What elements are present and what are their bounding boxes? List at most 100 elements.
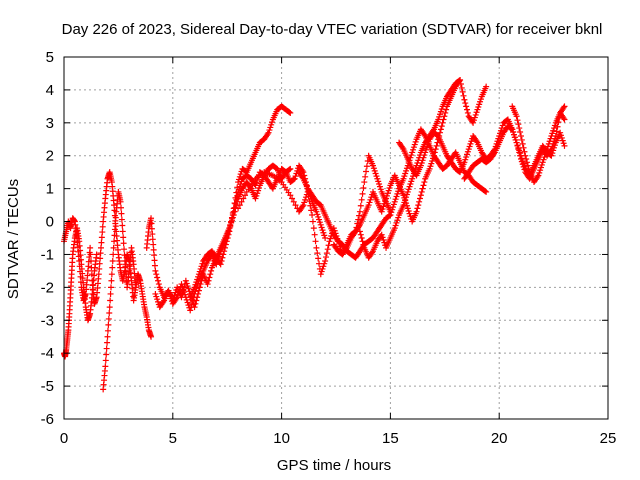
data-point [418,159,425,166]
data-point [499,122,506,129]
data-point [410,144,417,151]
y-tick-label: -3 [41,312,54,329]
data-point [368,194,375,201]
data-point [511,134,518,141]
chart-title: Day 226 of 2023, Sidereal Day-to-day VTE… [62,21,603,38]
data-point [148,225,155,232]
data-point [536,169,543,176]
data-point [391,225,398,232]
data-point [382,198,389,205]
data-point [422,149,429,156]
data-point [111,226,118,233]
data-point [401,173,408,180]
data-point [360,184,367,191]
data-point [97,250,104,257]
data-point [87,251,94,258]
data-point [252,195,259,202]
data-point [483,83,490,90]
data-point [560,115,567,122]
data-point [416,195,423,202]
data-point [508,125,515,132]
data-point [367,196,374,203]
x-tick-label: 25 [600,430,617,447]
data-point [513,139,520,146]
data-point [165,287,172,294]
data-point [392,222,399,229]
data-point [416,198,423,205]
data-point [148,220,155,227]
data-point [435,116,442,123]
data-point [517,132,524,139]
data-point [181,291,188,298]
data-point [121,246,128,253]
data-point [463,103,470,110]
data-point [407,154,414,161]
data-point [98,239,105,246]
data-point [234,192,241,199]
data-point [461,159,468,166]
data-point [182,277,189,284]
data-point [93,251,100,258]
data-point [318,268,325,275]
data-point [541,154,548,161]
data-point [117,198,124,205]
data-point [104,333,111,340]
data-point [430,152,437,159]
data-point [110,251,117,258]
data-point [111,238,118,245]
data-point [192,281,199,288]
data-point [403,202,410,209]
data-point [292,202,299,209]
data-point [392,196,399,203]
data-point [443,106,450,113]
data-point [400,175,407,182]
data-point [238,178,245,185]
data-point [437,111,444,118]
data-point [402,170,409,177]
data-point [403,191,410,198]
data-point [109,258,116,265]
y-tick-label: -5 [41,378,54,395]
data-point [313,208,320,215]
data-point [535,172,542,179]
data-point [388,209,395,216]
y-tick-label: -1 [41,246,54,263]
data-point [317,271,324,278]
data-point [108,284,115,291]
data-point [471,114,478,121]
data-point [226,225,233,232]
data-point [474,106,481,113]
data-point [424,141,431,148]
data-point [228,218,235,225]
x-axis-label: GPS time / hours [277,457,391,474]
data-point [362,173,369,180]
data-point [364,157,371,164]
data-point [302,196,309,203]
data-point [423,146,430,153]
data-point [287,109,294,116]
data-point [194,276,201,283]
series-prn-c [100,188,139,393]
data-point [359,190,366,197]
data-point [320,263,327,270]
data-point [419,185,426,192]
data-point [236,202,243,209]
data-point [429,157,436,164]
data-point [180,286,187,293]
data-point [185,285,192,292]
data-point [264,131,271,138]
data-point [394,190,401,197]
data-point [421,179,428,186]
data-point [183,280,190,287]
data-point [420,154,427,161]
data-point [400,202,407,209]
data-point [423,144,430,151]
data-point [559,137,566,144]
data-point [497,130,504,137]
data-point [377,186,384,193]
data-point [153,271,160,278]
data-point [498,125,505,132]
data-point [312,238,319,245]
data-point [174,294,181,301]
